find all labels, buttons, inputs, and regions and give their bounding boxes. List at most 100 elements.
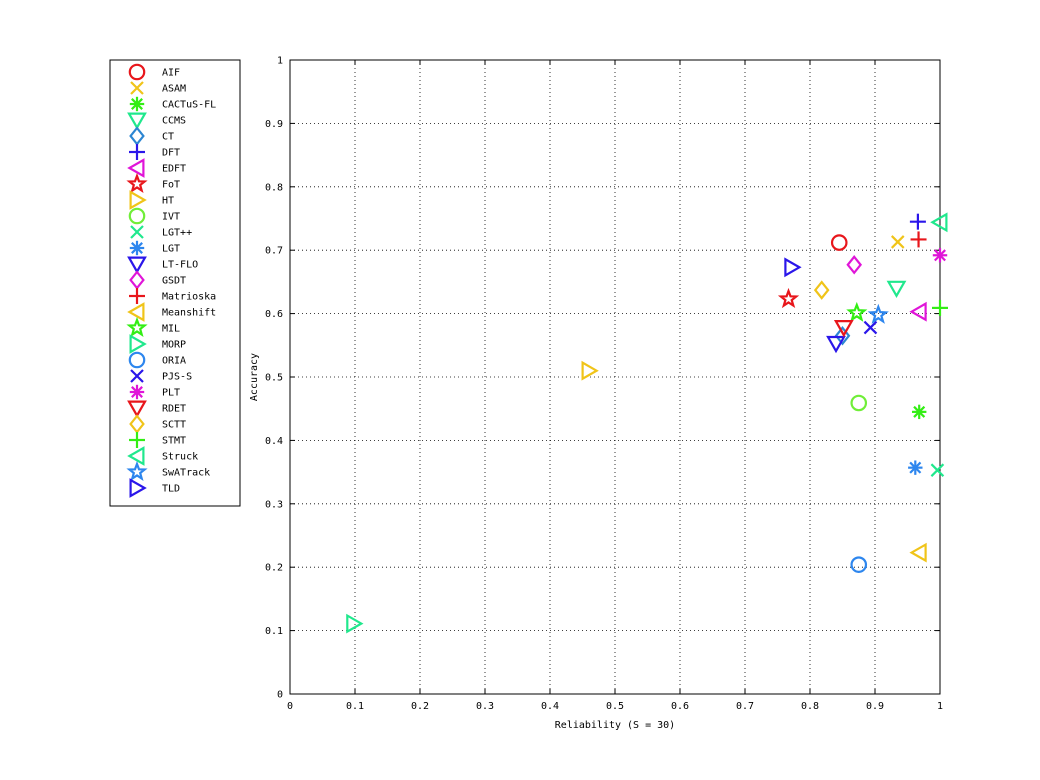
legend-label-ccms: CCMS xyxy=(162,116,186,127)
legend-marker-meanshift xyxy=(127,302,145,322)
point-plt xyxy=(932,248,948,263)
data-points xyxy=(346,212,948,634)
point-rdet xyxy=(833,320,854,338)
y-tick-label: 0.7 xyxy=(265,246,283,257)
x-tick-label: 0.4 xyxy=(541,701,559,712)
legend-marker-matrioska xyxy=(129,288,145,304)
legend-label-ivt: IVT xyxy=(162,212,180,223)
legend-marker-ivt xyxy=(128,207,146,225)
x-axis-label: Reliability (S = 30) xyxy=(555,720,675,731)
legend-marker-ccms xyxy=(127,112,147,130)
point-edft xyxy=(909,301,927,322)
x-tick-label: 0.2 xyxy=(411,701,429,712)
point-asam xyxy=(890,235,905,249)
point-tld xyxy=(784,257,802,278)
point-gsdt xyxy=(846,255,863,275)
x-tick-label: 0.7 xyxy=(736,701,754,712)
y-tick-label: 0.3 xyxy=(265,499,283,510)
point-oria xyxy=(850,556,868,573)
point-lgt xyxy=(908,460,923,475)
legend-marker-cactus-fl xyxy=(129,96,145,112)
y-tick-label: 0.8 xyxy=(265,182,283,193)
legend-label-morp: MORP xyxy=(162,340,186,351)
x-tick-label: 1 xyxy=(937,701,943,712)
y-tick-label: 0.9 xyxy=(265,119,283,130)
legend-marker-morp xyxy=(129,334,147,354)
y-tick-label: 0.5 xyxy=(265,373,283,384)
x-tick-label: 0.6 xyxy=(671,701,689,712)
legend: AIF ASAM CACTuS-FL CCMS CT DFT EDFT FoT HT IVT LGT… xyxy=(109,59,241,507)
point-matrioska xyxy=(910,231,927,248)
point-swatrack xyxy=(867,303,889,324)
x-tick-label: 0.9 xyxy=(866,701,884,712)
point-ct xyxy=(834,326,851,346)
legend-label-ct: CT xyxy=(162,132,174,143)
point-mil xyxy=(846,301,868,322)
point-stmt xyxy=(932,299,948,316)
y-axis: 0 0.1 0.2 0.3 0.4 0.5 0.6 0.7 0.8 0.9 1 xyxy=(265,56,940,701)
legend-label-matrioska: Matrioska xyxy=(162,292,216,303)
point-pjs-s xyxy=(863,320,878,335)
x-tick-label: 0.3 xyxy=(476,701,494,712)
legend-label-aif: AIF xyxy=(162,68,180,79)
legend-marker-swatrack xyxy=(126,460,148,482)
x-tick-label: 0 xyxy=(287,701,293,712)
point-dft xyxy=(909,213,926,230)
legend-marker-edft xyxy=(127,158,145,178)
legend-marker-struck xyxy=(127,446,145,466)
y-tick-label: 0.6 xyxy=(265,309,283,320)
legend-label-cactus-fl: CACTuS-FL xyxy=(162,100,216,111)
legend-label-asam: ASAM xyxy=(162,84,186,95)
legend-label-swatrack: SwATrack xyxy=(162,468,210,479)
point-morp xyxy=(346,613,364,634)
legend-label-dft: DFT xyxy=(162,148,180,159)
legend-marker-pjs-s xyxy=(130,369,144,383)
point-ccms xyxy=(886,280,907,299)
legend-marker-lgt xyxy=(129,240,145,256)
point-sctt xyxy=(813,280,830,300)
legend-label-lt-flo: LT-FLO xyxy=(162,260,198,271)
legend-marker-lt-flo xyxy=(127,256,147,274)
legend-label-mil: MIL xyxy=(162,324,180,335)
point-struck xyxy=(930,212,948,233)
legend-marker-fot xyxy=(126,172,148,194)
legend-marker-mil xyxy=(126,316,148,338)
legend-marker-lgt- xyxy=(130,225,144,239)
x-axis: 0 0.1 0.2 0.3 0.4 0.5 0.6 0.7 0.8 0.9 1 xyxy=(287,60,943,712)
legend-label-edft: EDFT xyxy=(162,164,186,175)
y-tick-label: 0.1 xyxy=(265,626,283,637)
legend-label-pjs-s: PJS-S xyxy=(162,372,192,383)
legend-marker-dft xyxy=(129,144,145,160)
point-ivt xyxy=(850,394,868,412)
y-tick-label: 0.2 xyxy=(265,563,283,574)
point-ht xyxy=(581,360,599,381)
legend-marker-asam xyxy=(130,81,144,95)
y-tick-label: 0.4 xyxy=(265,436,283,447)
point-fot xyxy=(777,287,800,309)
legend-label-lgt-: LGT++ xyxy=(162,228,192,239)
legend-marker-plt xyxy=(129,384,145,400)
point-lgt- xyxy=(930,463,945,477)
point-aif xyxy=(830,234,848,251)
x-tick-label: 0.5 xyxy=(606,701,624,712)
y-axis-label: Accuracy xyxy=(249,353,260,401)
legend-marker-rdet xyxy=(127,400,147,418)
legend-marker-tld xyxy=(129,478,147,498)
legend-label-fot: FoT xyxy=(162,180,180,191)
point-meanshift xyxy=(909,542,927,563)
legend-label-tld: TLD xyxy=(162,484,180,495)
legend-label-ht: HT xyxy=(162,196,174,207)
legend-label-lgt: LGT xyxy=(162,244,180,255)
legend-label-rdet: RDET xyxy=(162,404,186,415)
legend-label-gsdt: GSDT xyxy=(162,276,186,287)
y-tick-label: 1 xyxy=(277,56,283,67)
legend-label-stmt: STMT xyxy=(162,436,186,447)
grid xyxy=(290,60,940,694)
legend-marker-stmt xyxy=(129,432,145,448)
legend-marker-oria xyxy=(128,351,146,369)
legend-label-sctt: SCTT xyxy=(162,420,186,431)
point-cactus-fl xyxy=(912,404,927,420)
legend-label-oria: ORIA xyxy=(162,356,186,367)
legend-label-meanshift: Meanshift xyxy=(162,308,216,319)
